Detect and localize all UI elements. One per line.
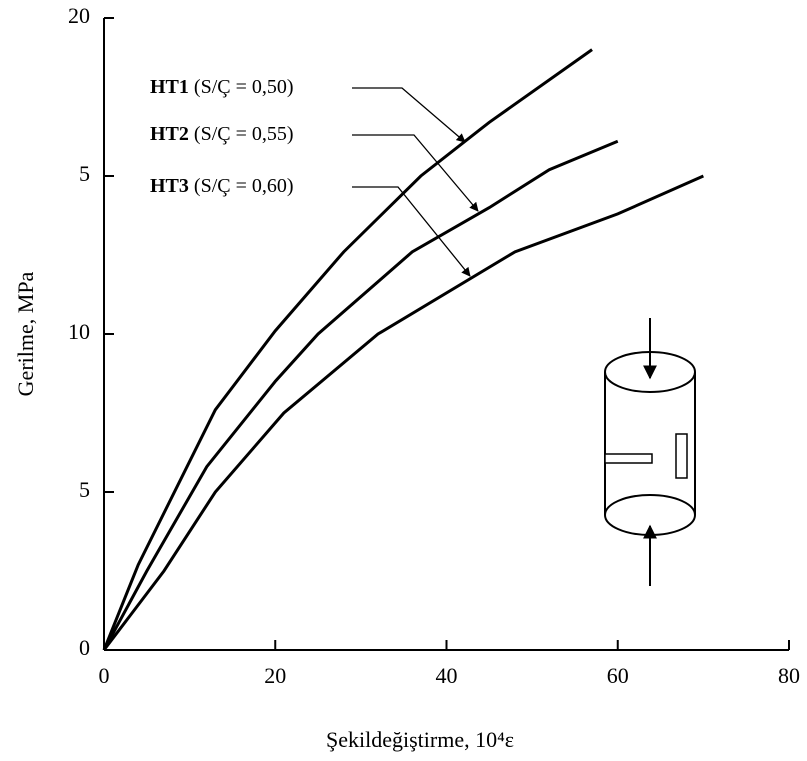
x-tick-label: 20 <box>264 663 286 688</box>
y-tick-label: 0 <box>79 635 90 660</box>
legend-label: HT2 (S/Ç = 0,55) <box>150 123 294 145</box>
x-tick-label: 60 <box>607 663 629 688</box>
x-axis-label: Şekildeğiştirme, 10⁴ε <box>326 727 514 752</box>
y-tick-label: 20 <box>68 3 90 28</box>
line <box>102 139 619 651</box>
x-tick-label: 40 <box>436 663 458 688</box>
x-tick-label: 0 <box>99 663 110 688</box>
y-tick-label: 5 <box>79 477 90 502</box>
y-axis-label: Gerilme, MPa <box>13 271 38 396</box>
legend-label: HT3 (S/Ç = 0,60) <box>150 175 294 197</box>
x-tick-label: 80 <box>778 663 800 688</box>
y-tick-label: 10 <box>68 319 90 344</box>
annotation-arrows <box>352 87 479 277</box>
line <box>102 48 593 651</box>
legend-label: HT1 (S/Ç = 0,50) <box>150 76 294 98</box>
line <box>102 174 704 651</box>
specimen-diagram <box>604 318 696 586</box>
y-tick-label: 5 <box>79 161 90 186</box>
